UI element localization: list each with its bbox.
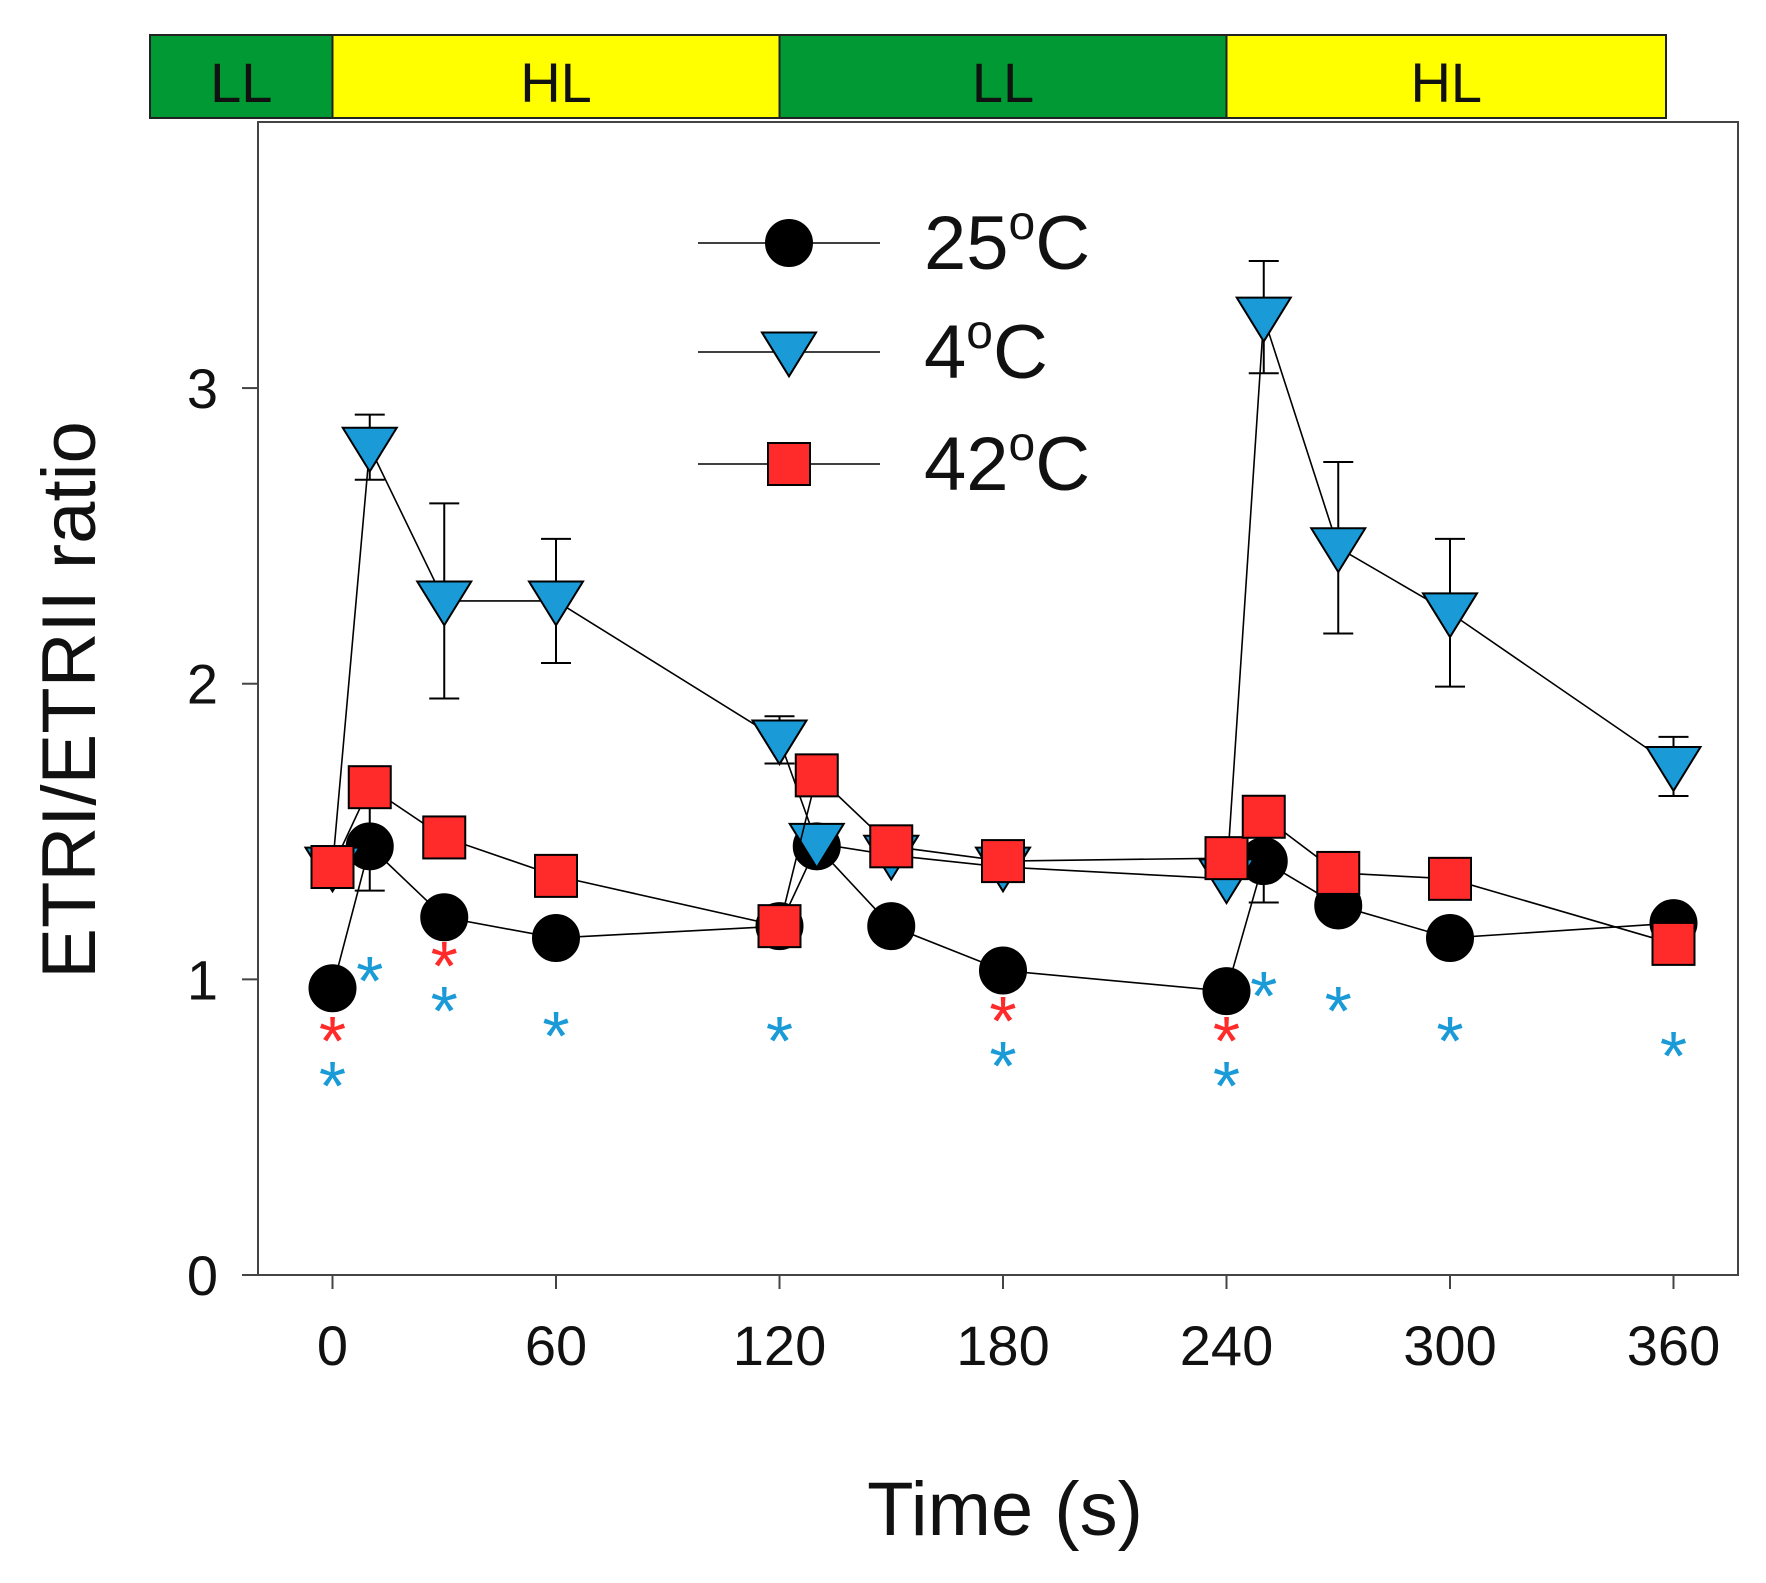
legend-label: 25oC <box>924 197 1090 286</box>
data-point <box>867 902 916 951</box>
significance-asterisk: * <box>431 927 458 1005</box>
data-point <box>310 845 355 890</box>
legend-item-4: 4oC <box>698 306 1048 395</box>
phase-block-hl <box>331 34 781 119</box>
significance-asterisk: * <box>1436 1002 1463 1080</box>
data-point <box>340 426 399 474</box>
significance-asterisk: * <box>431 972 458 1050</box>
significance-asterisk: * <box>1213 1047 1240 1125</box>
data-point <box>527 580 585 628</box>
data-point <box>1428 856 1472 901</box>
data-point <box>794 753 839 798</box>
data-point <box>1421 592 1479 639</box>
series-4 <box>303 259 1703 906</box>
significance-asterisk: * <box>989 1027 1016 1105</box>
legend: 25oC 4oC 42oC <box>698 197 1090 507</box>
series-layer <box>303 259 1703 1016</box>
phase-block-ll <box>149 34 334 119</box>
legend-marker <box>767 442 811 486</box>
y-axis-label: ETRI/ETRII ratio <box>27 421 112 978</box>
phase-block-hl <box>1225 34 1667 119</box>
y-tick-label: 1 <box>187 948 218 1011</box>
y-tick-label: 3 <box>187 357 218 420</box>
data-point <box>757 904 802 949</box>
legend-label: 4oC <box>924 306 1048 395</box>
data-point <box>1234 296 1293 344</box>
light-phase-bar: LL HL LL HL <box>149 34 1667 119</box>
y-tick-label: 2 <box>187 653 218 716</box>
legend-item-25: 25oC <box>698 197 1090 286</box>
data-point <box>1309 527 1368 574</box>
series-42 <box>310 753 1696 966</box>
data-point <box>750 719 809 767</box>
x-tick-label: 300 <box>1403 1314 1496 1377</box>
data-point <box>1651 921 1696 966</box>
x-tick-label: 180 <box>956 1314 1049 1377</box>
x-tick-label: 60 <box>525 1314 587 1377</box>
data-point <box>1241 794 1286 839</box>
data-point <box>420 893 469 942</box>
data-point <box>981 839 1025 884</box>
data-point <box>532 913 580 962</box>
plot-frame <box>257 121 1739 1276</box>
data-point <box>979 946 1027 995</box>
x-tick-label: 240 <box>1180 1314 1273 1377</box>
significance-asterisk: * <box>1250 957 1277 1035</box>
data-point <box>1204 836 1249 881</box>
data-point <box>308 964 357 1013</box>
significance-markers: *** ** * * ** *** * * * <box>319 927 1687 1125</box>
significance-asterisk: * <box>319 1002 346 1080</box>
x-axis-label: Time (s) <box>867 1467 1143 1552</box>
significance-asterisk: * <box>1325 972 1352 1050</box>
data-point <box>1644 746 1703 793</box>
data-point <box>534 853 578 898</box>
data-point <box>1316 850 1361 895</box>
legend-marker <box>760 331 818 379</box>
x-tick-label: 0 <box>317 1314 348 1377</box>
data-point <box>347 765 392 810</box>
x-tick-label: 360 <box>1627 1314 1720 1377</box>
x-tick-label: 120 <box>733 1314 826 1377</box>
series-25 <box>308 800 1698 1016</box>
significance-asterisk: * <box>989 982 1016 1060</box>
phase-label: LL <box>210 51 272 114</box>
significance-asterisk: * <box>356 942 383 1020</box>
data-point <box>415 580 474 628</box>
data-point <box>1202 967 1251 1016</box>
significance-asterisk: * <box>1660 1017 1687 1095</box>
data-point <box>422 815 467 860</box>
legend-marker <box>765 219 813 267</box>
data-point <box>869 824 914 869</box>
significance-asterisk: * <box>1213 1002 1240 1080</box>
phase-block-ll <box>778 34 1228 119</box>
significance-asterisk: * <box>319 1047 346 1125</box>
phase-label: HL <box>520 51 592 114</box>
legend-label: 42oC <box>924 418 1090 507</box>
legend-item-42: 42oC <box>698 418 1090 507</box>
significance-asterisk: * <box>766 1002 793 1080</box>
data-point <box>1426 913 1474 962</box>
phase-label: HL <box>1410 51 1482 114</box>
y-axis: 0 1 2 3 <box>187 357 258 1307</box>
phase-label: LL <box>972 51 1034 114</box>
significance-asterisk: * <box>542 997 569 1075</box>
data-point <box>787 822 846 870</box>
x-axis: 0 60 120 180 240 300 360 <box>317 1275 1720 1377</box>
y-tick-label: 0 <box>187 1244 218 1307</box>
